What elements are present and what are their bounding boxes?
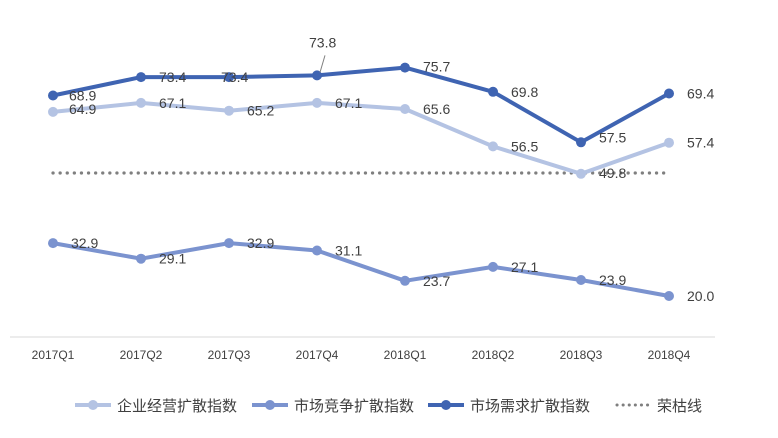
legend-label-2: 市场需求扩散指数 — [470, 397, 590, 415]
series-2-point-2018Q4 — [664, 88, 674, 99]
series-1-line — [51, 241, 671, 298]
series-1-point-2018Q4 — [664, 291, 674, 301]
series-1-label-2017Q2: 29.1 — [159, 251, 186, 267]
series-0-label-2017Q1: 64.9 — [69, 101, 96, 117]
series-0-point-2017Q2 — [136, 97, 146, 108]
series-1-label-2017Q3: 32.9 — [247, 235, 274, 251]
series-2-label-2017Q3: 73.4 — [221, 69, 248, 85]
series-2-point-2018Q1 — [400, 62, 410, 73]
series-1-label-2018Q4: 20.0 — [687, 288, 714, 304]
series-0-point-2017Q3 — [224, 105, 234, 116]
series-1-point-2017Q1 — [48, 238, 58, 249]
series-0-point-2018Q2 — [488, 141, 498, 152]
series-1-label-2018Q1: 23.7 — [423, 273, 450, 289]
series-0-label-2018Q2: 56.5 — [511, 138, 538, 154]
series-2-line — [51, 65, 671, 145]
series-2-point-2017Q2 — [136, 72, 146, 83]
legend-item-3: 荣枯线 — [615, 397, 702, 415]
series-1-point-2017Q4 — [312, 245, 322, 256]
series-2-label-2017Q1: 68.9 — [69, 88, 96, 104]
series-1-point-2017Q3 — [224, 238, 234, 249]
series-0-label-2017Q4: 67.1 — [335, 95, 362, 111]
series-1-point-2017Q2 — [136, 253, 146, 264]
x-tick-label-2017Q3: 2017Q3 — [208, 348, 251, 362]
series-layer — [48, 62, 674, 301]
series-2-label-2018Q1: 75.7 — [423, 59, 450, 75]
series-0-label-2017Q3: 65.2 — [247, 103, 274, 119]
x-tick-label-2017Q2: 2017Q2 — [120, 348, 163, 362]
legend-label-1: 市场竞争扩散指数 — [294, 397, 414, 415]
series-1-label-2018Q2: 27.1 — [511, 259, 538, 275]
series-0-label-2018Q3: 49.8 — [599, 165, 626, 181]
series-2-label-2018Q2: 69.8 — [511, 84, 538, 100]
series-1-label-2017Q1: 32.9 — [71, 235, 98, 251]
legend-item-0: 企业经营扩散指数 — [75, 397, 237, 415]
series-0-point-2017Q1 — [48, 106, 58, 117]
x-tick-label-2018Q4: 2018Q4 — [648, 348, 691, 362]
x-axis-ticks: 2017Q1 2017Q2 2017Q3 2017Q4 2018Q1 2018Q2 2018… — [32, 348, 691, 362]
series-2-point-2017Q3 — [224, 72, 234, 83]
series-0-point-2018Q1 — [400, 104, 410, 114]
series-0-label-2017Q2: 67.1 — [159, 95, 186, 111]
series-0-point-2018Q4 — [664, 137, 674, 148]
legend-swatch-marker-1 — [265, 400, 275, 410]
series-0-label-2018Q1: 65.6 — [423, 101, 450, 117]
series-1-label-2018Q3: 23.9 — [599, 272, 626, 288]
series-2-point-2018Q2 — [488, 86, 498, 97]
data-label-layer: 64.9 67.1 65.2 67.1 65.6 56.5 49.8 57.4 32.9 29.1… — [69, 34, 714, 304]
series-2-label-leader — [319, 55, 326, 73]
legend-item-1: 市场竞争扩散指数 — [252, 397, 414, 415]
series-0-line — [51, 100, 671, 176]
x-tick-label-2018Q3: 2018Q3 — [560, 348, 603, 362]
legend-label-0: 企业经营扩散指数 — [117, 397, 237, 415]
series-2-label-2018Q4: 69.4 — [687, 85, 714, 101]
x-tick-label-2017Q4: 2017Q4 — [296, 348, 339, 362]
x-tick-label-2018Q1: 2018Q1 — [384, 348, 427, 362]
x-tick-label-2018Q2: 2018Q2 — [472, 348, 515, 362]
series-2-label-2017Q4: 73.8 — [309, 34, 336, 50]
series-0-label-2018Q4: 57.4 — [687, 135, 714, 151]
series-1-label-2017Q4: 31.1 — [335, 242, 362, 258]
series-1-point-2018Q1 — [400, 275, 410, 286]
series-1-point-2018Q3 — [576, 275, 586, 285]
legend-swatch-marker-0 — [88, 400, 98, 410]
x-tick-label-2017Q1: 2017Q1 — [32, 348, 75, 362]
legend-swatch-marker-2 — [441, 400, 451, 410]
series-2-point-2018Q3 — [576, 137, 586, 148]
series-2-point-2017Q4 — [312, 70, 322, 81]
series-1-point-2018Q2 — [488, 261, 498, 272]
legend-label-3: 荣枯线 — [657, 397, 702, 415]
series-2-label-2018Q3: 57.5 — [599, 129, 626, 145]
legend: 企业经营扩散指数 市场竞争扩散指数 市场需求扩散指数 荣枯线 — [75, 397, 702, 415]
series-0-point-2017Q4 — [312, 97, 322, 108]
series-0-point-2018Q3 — [576, 168, 586, 179]
series-2-label-2017Q2: 73.4 — [159, 69, 186, 85]
series-2-point-2017Q1 — [48, 90, 58, 101]
legend-item-2: 市场需求扩散指数 — [428, 397, 590, 415]
